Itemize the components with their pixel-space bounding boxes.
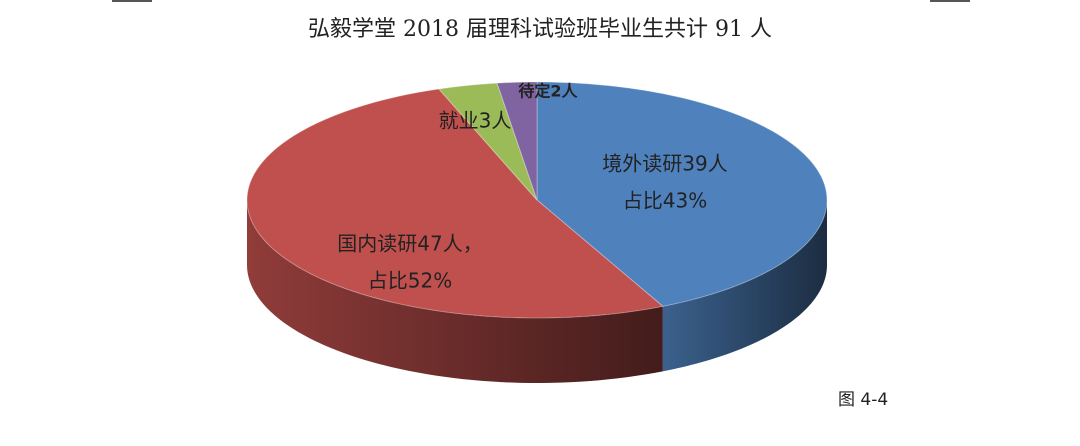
data-label: 占比52%: [368, 269, 452, 293]
chart-title: 弘毅学堂 2018 届理科试验班毕业生共计 91 人: [308, 17, 772, 42]
slice: [536, 81, 828, 307]
slice: [437, 82, 538, 201]
slice-side: [662, 200, 827, 372]
data-label: 待定2人: [518, 82, 578, 101]
data-label: 就业3人: [439, 109, 512, 133]
data-label: 占比43%: [623, 189, 707, 213]
caption: 图 4-4: [838, 390, 888, 410]
slice: [246, 88, 664, 319]
slice: [496, 81, 538, 201]
slice-side: [247, 200, 663, 383]
data-label: 境外读研39人: [602, 152, 727, 176]
data-label: 国内读研47人，: [337, 232, 482, 256]
